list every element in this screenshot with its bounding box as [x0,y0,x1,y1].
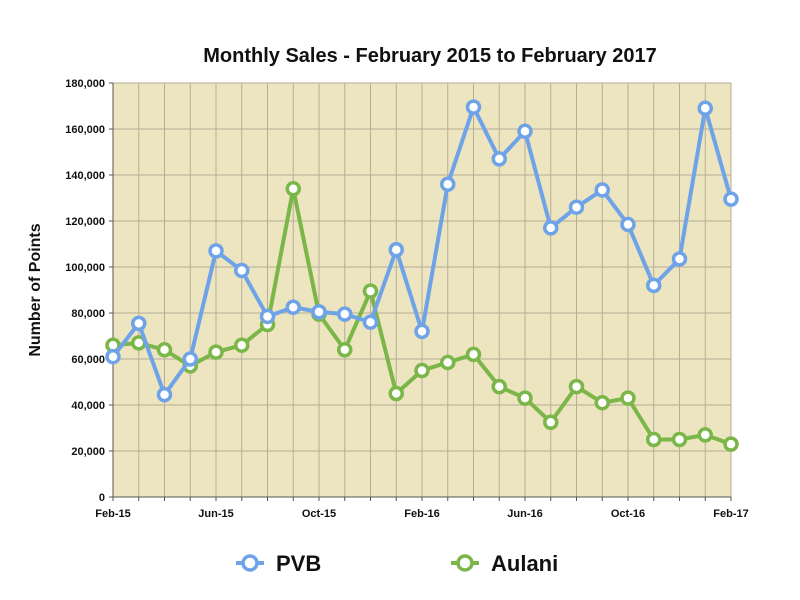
data-point [362,283,379,299]
x-tick-label: Oct-16 [611,508,645,520]
data-point [285,299,301,315]
data-point [208,243,224,259]
data-point [568,378,585,395]
data-point [491,151,507,167]
y-tick-label: 40,000 [71,400,105,412]
x-tick-label: Feb-15 [95,508,130,520]
data-point [440,354,456,371]
data-point [620,216,636,233]
data-point [337,342,353,358]
data-point [620,390,636,406]
data-point [517,390,533,406]
data-point [568,199,585,215]
y-tick-label: 0 [99,492,105,504]
legend-item-aulani: Aulani [451,551,558,576]
data-point [465,99,482,115]
legend-label: Aulani [491,551,558,576]
x-tick-label: Oct-15 [302,508,336,520]
data-point [156,342,173,358]
data-point [671,431,688,448]
legend-marker [456,554,474,572]
data-point [491,378,507,395]
data-point [131,315,147,332]
y-axis-label: Number of Points [27,223,44,356]
x-tick-label: Jun-16 [507,508,542,520]
y-axis-ticks: 0 20,000 40,000 60,000 80,000 100,000 120,000 1… [65,78,113,504]
legend: PVB Aulani [236,551,558,576]
data-point [259,308,276,325]
data-point [234,262,250,279]
data-point [697,427,713,443]
x-tick-label: Jun-15 [198,508,233,520]
data-point [440,176,456,192]
legend-label: PVB [276,551,321,576]
chart-title: Monthly Sales - February 2015 to Februar… [203,45,657,67]
x-tick-label: Feb-17 [713,508,748,520]
data-point [723,436,739,452]
y-tick-label: 180,000 [65,78,105,90]
data-point [234,337,250,353]
data-point [543,220,559,236]
y-tick-label: 160,000 [65,124,105,136]
y-tick-label: 100,000 [65,262,105,274]
data-point [156,386,173,403]
data-point [671,251,688,267]
data-point [697,100,713,117]
data-point [723,191,739,207]
series-aulani [105,181,739,452]
y-tick-label: 120,000 [65,216,105,228]
legend-item-pvb: PVB [236,551,321,576]
data-point [388,242,404,258]
data-point [517,123,533,140]
x-axis-ticks: Feb-15 Jun-15 Oct-15 Feb-16 Jun-16 Oct-16 Feb-… [95,497,749,520]
data-point [465,346,482,363]
legend-marker [241,554,259,572]
data-point [388,385,404,402]
data-point [337,306,353,322]
data-point [646,431,662,448]
series-pvb [105,99,739,403]
data-point [362,314,379,330]
data-point [543,414,559,430]
data-point [285,181,301,197]
data-point [311,304,327,320]
data-point [208,344,224,360]
data-point [646,277,662,294]
data-point [414,362,430,379]
data-point [594,394,610,411]
data-point [414,323,430,340]
data-point [594,182,610,198]
data-point [182,351,198,367]
data-point [105,348,121,365]
y-tick-label: 80,000 [71,308,105,320]
y-tick-label: 60,000 [71,354,105,366]
series-layer [105,99,739,452]
y-tick-label: 20,000 [71,446,105,458]
x-tick-label: Feb-16 [404,508,439,520]
y-tick-label: 140,000 [65,170,105,182]
